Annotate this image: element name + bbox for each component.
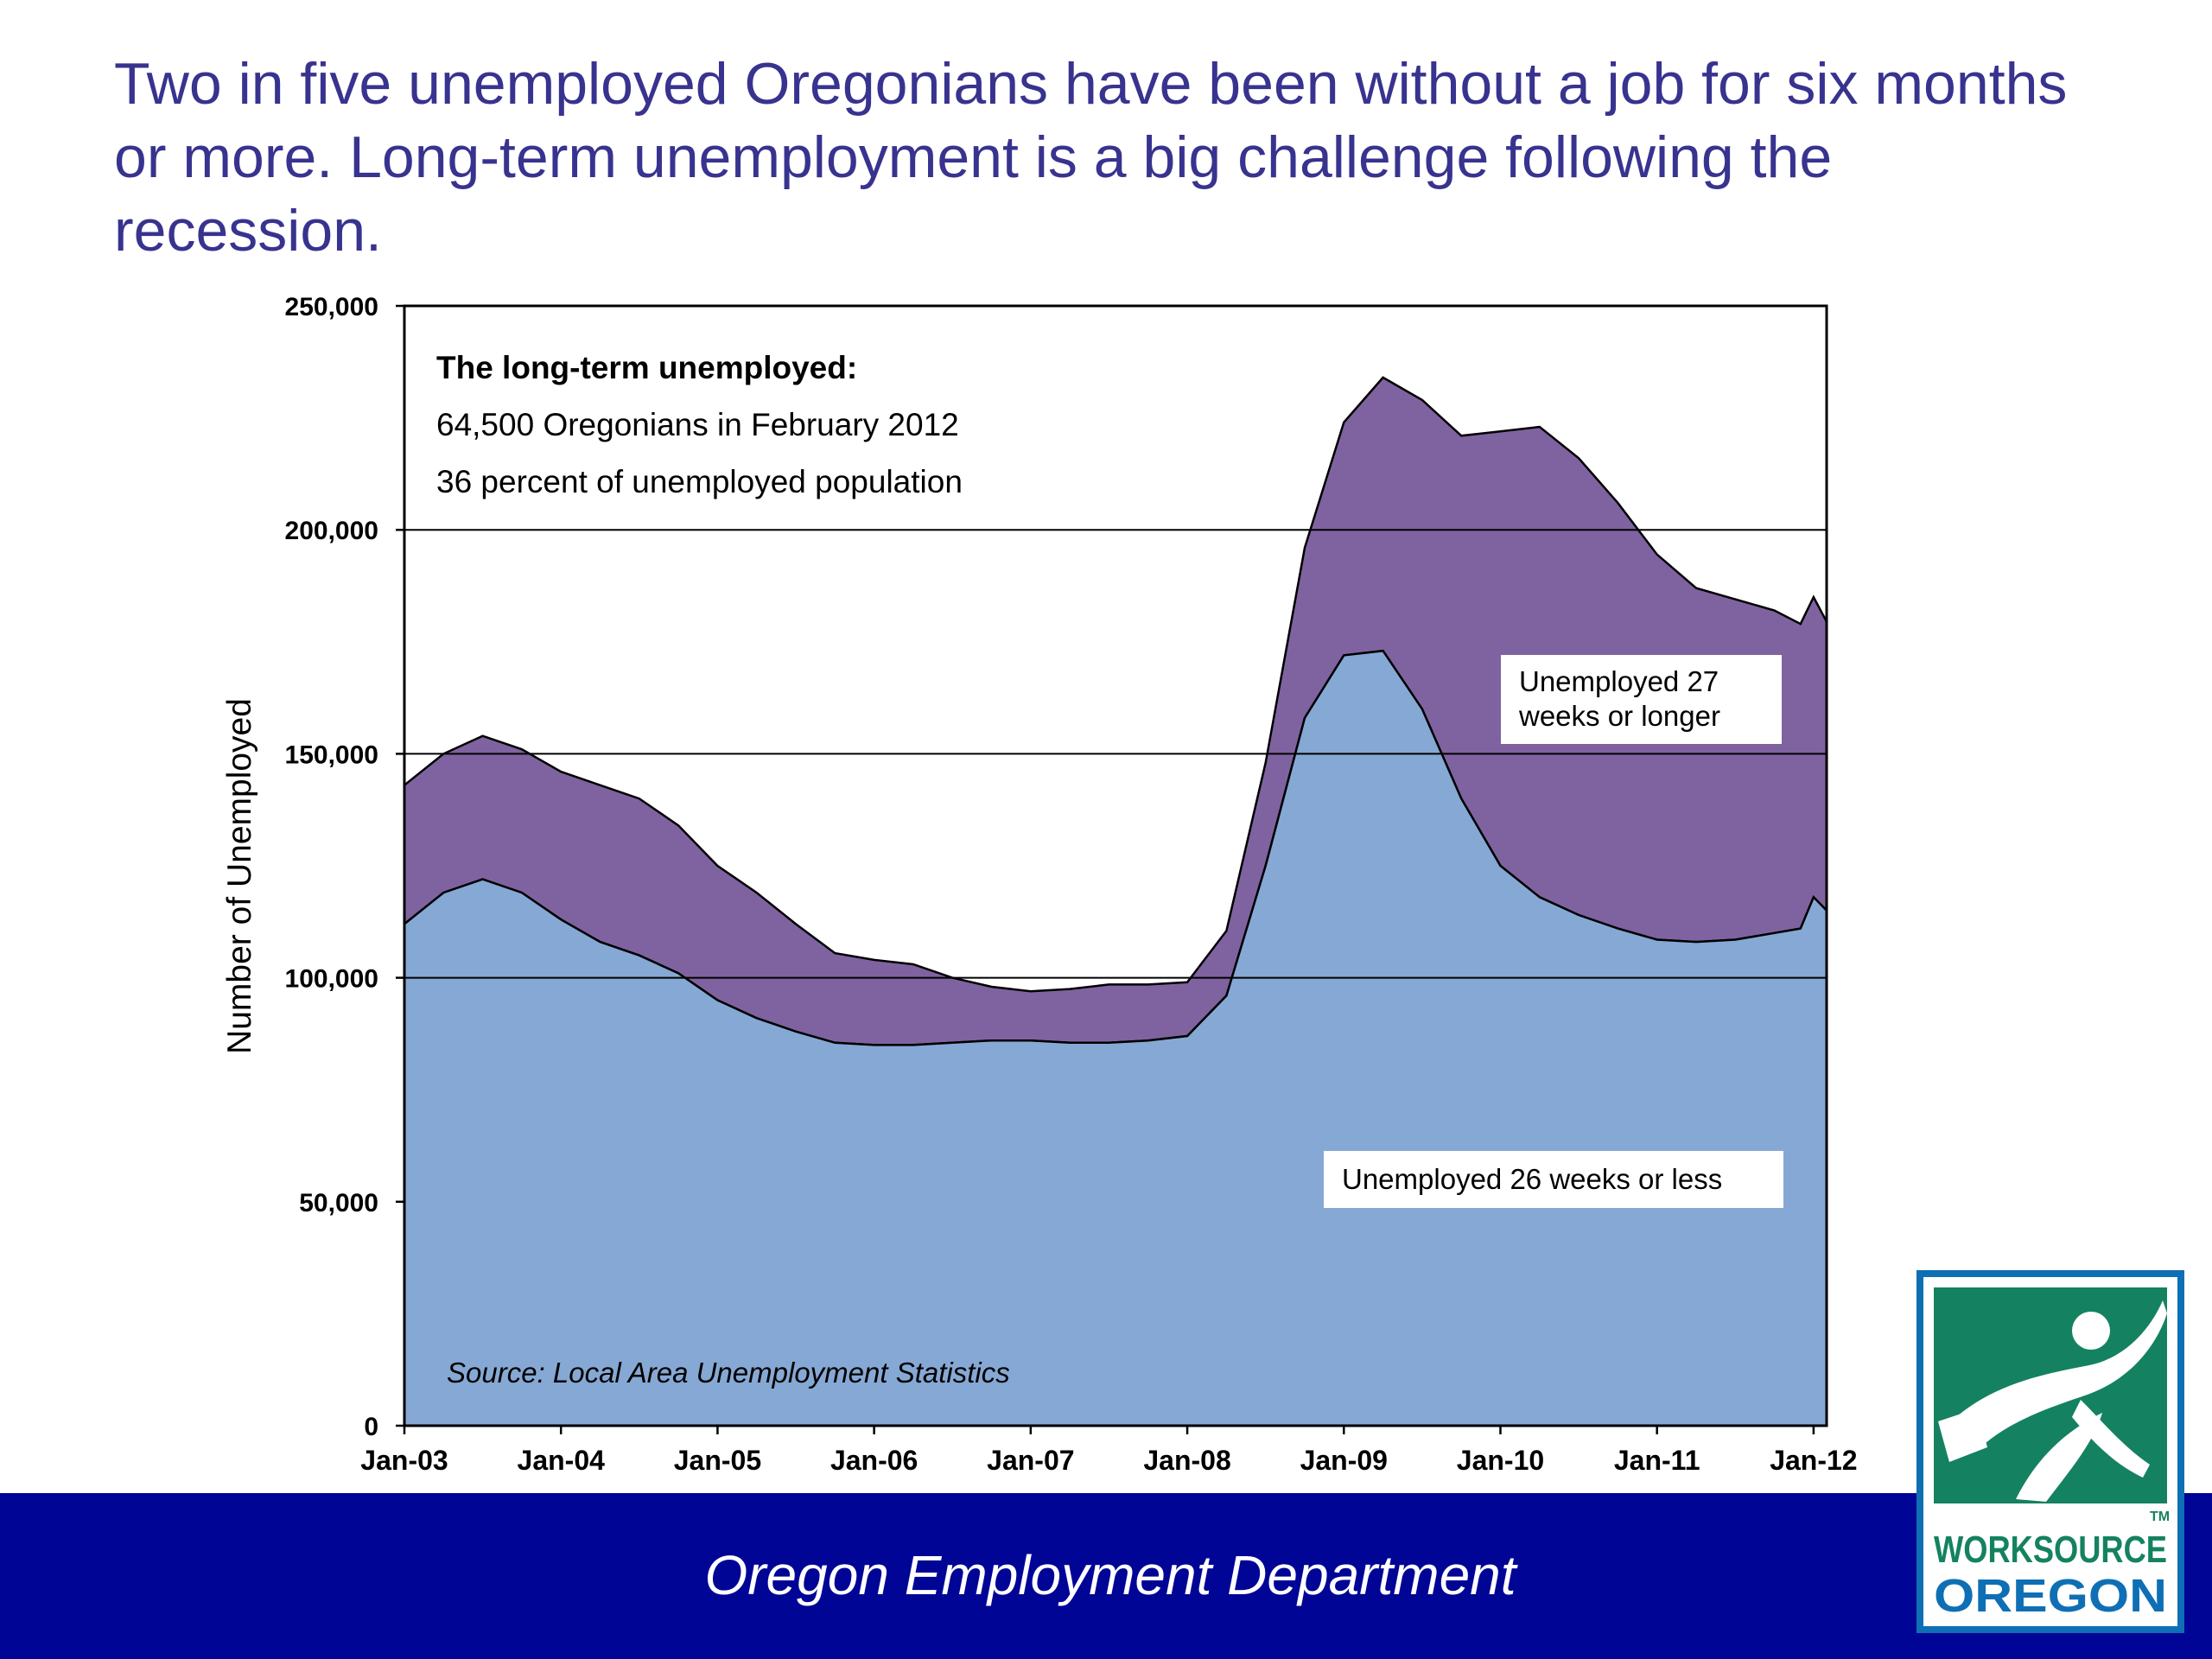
logo-tm: TM bbox=[2150, 1510, 2170, 1524]
y-axis-label: Number of Unemployed bbox=[221, 698, 258, 1054]
legend-box-short-term bbox=[1324, 1151, 1783, 1208]
annotation-line-1: 64,500 Oregonians in February 2012 bbox=[436, 407, 959, 442]
series-area-short-term bbox=[403, 649, 1828, 1427]
x-tick-label: Jan-08 bbox=[1143, 1445, 1230, 1476]
source-note: Source: Local Area Unemployment Statisti… bbox=[447, 1357, 1010, 1389]
axis-ticks: 0 50,000 100,000 150,000 200,000 250,000 Jan-0… bbox=[285, 293, 1858, 1476]
legend-label-long-term-line-2: weeks or longer bbox=[1518, 700, 1720, 732]
annotation-line-2: 36 percent of unemployed population bbox=[436, 464, 963, 499]
legend-label-long-term-line-1: Unemployed 27 bbox=[1519, 665, 1719, 697]
gridlines bbox=[404, 529, 1827, 979]
y-tick-label: 250,000 bbox=[285, 293, 378, 321]
x-tick-label: Jan-07 bbox=[987, 1445, 1074, 1476]
area-layer bbox=[403, 376, 1828, 1427]
area-chart: 0 50,000 100,000 150,000 200,000 250,000 Jan-0… bbox=[221, 293, 1858, 1476]
legend-label-short-term: Unemployed 26 weeks or less bbox=[1342, 1163, 1722, 1195]
x-tick-label: Jan-09 bbox=[1300, 1445, 1388, 1476]
legend-box-long-term bbox=[1501, 655, 1782, 744]
logo-text-oregon: OREGON bbox=[1934, 1570, 2167, 1622]
footer-bar bbox=[0, 1493, 2212, 1659]
plot-frame bbox=[403, 304, 1828, 1427]
logo-text-worksource: WORKSOURCE bbox=[1934, 1529, 2167, 1571]
y-tick-label: 200,000 bbox=[285, 517, 378, 545]
y-tick-label: 0 bbox=[364, 1413, 378, 1441]
annotation-heading: The long-term unemployed: bbox=[436, 350, 857, 385]
x-tick-label: Jan-04 bbox=[518, 1445, 606, 1476]
runner-icon bbox=[1938, 1300, 2167, 1502]
x-tick-label: Jan-06 bbox=[830, 1445, 918, 1476]
x-tick-label: Jan-12 bbox=[1770, 1445, 1857, 1476]
x-tick-label: Jan-11 bbox=[1614, 1445, 1700, 1476]
x-tick-label: Jan-05 bbox=[674, 1445, 761, 1476]
y-tick-label: 150,000 bbox=[285, 741, 378, 769]
y-tick-label: 50,000 bbox=[299, 1189, 378, 1217]
y-tick-label: 100,000 bbox=[285, 965, 378, 994]
worksource-oregon-logo: TM WORKSOURCE OREGON bbox=[1916, 1270, 2184, 1633]
x-tick-label: Jan-10 bbox=[1457, 1445, 1544, 1476]
x-tick-label: Jan-03 bbox=[360, 1445, 448, 1476]
slide-title: Two in five unemployed Oregonians have b… bbox=[114, 51, 2068, 264]
footer-text: Oregon Employment Department bbox=[704, 1544, 1516, 1606]
